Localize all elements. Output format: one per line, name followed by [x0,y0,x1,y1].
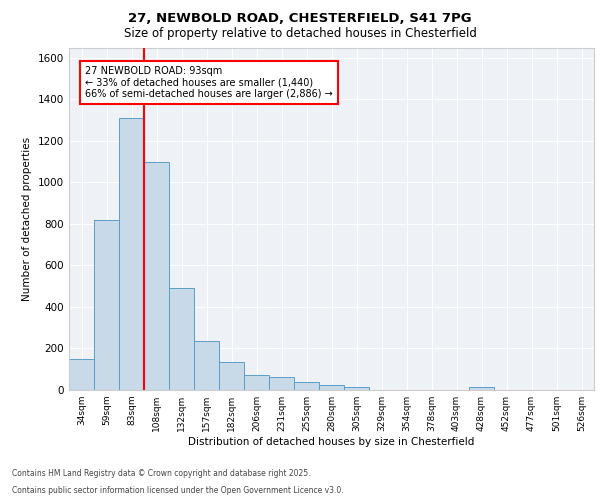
Text: 27 NEWBOLD ROAD: 93sqm
← 33% of detached houses are smaller (1,440)
66% of semi-: 27 NEWBOLD ROAD: 93sqm ← 33% of detached… [85,66,333,100]
Bar [194,341,219,390]
Bar [169,288,194,390]
Bar [269,376,294,390]
Bar [244,376,269,390]
Bar [344,387,369,390]
Bar [469,387,494,390]
Bar [144,162,169,390]
Bar [94,220,119,390]
Y-axis label: Number of detached properties: Number of detached properties [22,136,32,301]
Bar [69,359,94,390]
Text: 27, NEWBOLD ROAD, CHESTERFIELD, S41 7PG: 27, NEWBOLD ROAD, CHESTERFIELD, S41 7PG [128,12,472,26]
Text: Contains HM Land Registry data © Crown copyright and database right 2025.: Contains HM Land Registry data © Crown c… [12,468,311,477]
Text: Contains public sector information licensed under the Open Government Licence v3: Contains public sector information licen… [12,486,344,495]
Bar [119,118,144,390]
X-axis label: Distribution of detached houses by size in Chesterfield: Distribution of detached houses by size … [188,437,475,447]
Bar [294,382,319,390]
Bar [219,362,244,390]
Text: Size of property relative to detached houses in Chesterfield: Size of property relative to detached ho… [124,28,476,40]
Bar [319,385,344,390]
